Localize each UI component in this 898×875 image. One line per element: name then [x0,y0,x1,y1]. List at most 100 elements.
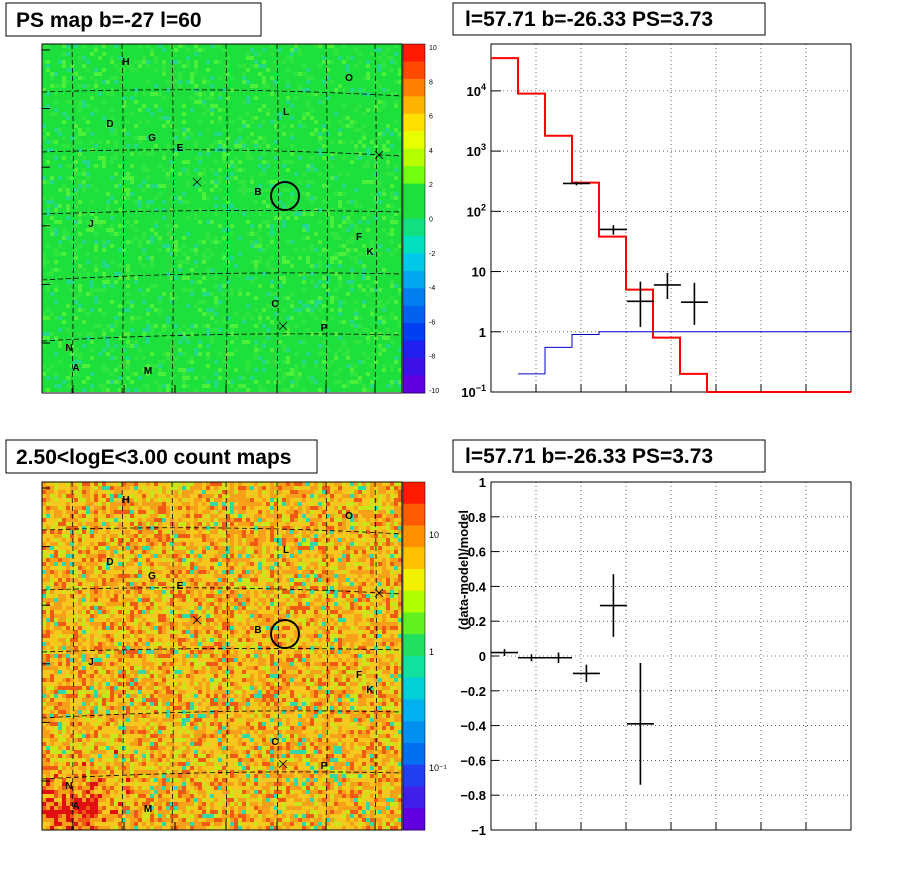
map-pixel [178,176,182,180]
map-pixel [174,352,178,356]
map-pixel [82,160,86,164]
map-pixel [238,76,242,80]
map-pixel [210,200,214,204]
map-pixel [62,136,66,140]
map-pixel [154,300,158,304]
map-pixel [94,232,98,236]
map-pixel [66,340,70,344]
map-pixel [238,292,242,296]
map-pixel [178,376,182,380]
map-pixel [258,192,262,196]
map-pixel [154,108,158,112]
map-pixel [106,232,110,236]
map-pixel [182,56,186,60]
map-pixel [182,356,186,360]
map-pixel [98,100,102,104]
map-pixel [246,172,250,176]
map-pixel [190,336,194,340]
map-pixel [110,268,114,272]
map-pixel [266,240,270,244]
map-pixel [190,264,194,268]
map-pixel [214,220,218,224]
map-pixel [226,384,230,388]
map-pixel [210,80,214,84]
map-pixel [222,216,226,220]
map-pixel [166,164,170,168]
map-pixel [246,112,250,116]
map-pixel [170,340,174,344]
map-pixel [194,172,198,176]
map-pixel [134,312,138,316]
map-pixel [130,160,134,164]
map-pixel [246,352,250,356]
map-pixel [238,52,242,56]
map-pixel [66,232,70,236]
map-pixel [234,100,238,104]
map-pixel [258,212,262,216]
map-pixel [94,68,98,72]
map-pixel [70,376,74,380]
map-pixel [214,80,218,84]
map-pixel [254,104,258,108]
map-pixel [146,176,150,180]
map-pixel [114,388,118,392]
map-pixel [126,344,130,348]
map-pixel [262,348,266,352]
map-pixel [158,268,162,272]
map-pixel [182,176,186,180]
map-pixel [114,196,118,200]
map-pixel [230,92,234,96]
map-pixel [198,100,202,104]
map-pixel [102,320,106,324]
map-pixel [110,112,114,116]
map-pixel [58,124,62,128]
map-pixel [246,356,250,360]
map-pixel [194,292,198,296]
map-pixel [58,220,62,224]
map-pixel [50,92,54,96]
map-pixel [218,300,222,304]
map-pixel [166,328,170,332]
map-pixel [86,356,90,360]
map-pixel [138,168,142,172]
map-pixel [94,300,98,304]
map-pixel [202,324,206,328]
map-pixel [74,336,78,340]
map-pixel [162,376,166,380]
map-pixel [174,332,178,336]
map-pixel [218,328,222,332]
map-pixel [238,200,242,204]
map-pixel [194,284,198,288]
map-pixel [118,308,122,312]
title-box-top-right: l=57.71 b=-26.33 PS=3.73 [452,2,766,36]
map-pixel [66,216,70,220]
map-pixel [198,124,202,128]
map-pixel [190,240,194,244]
map-pixel [230,276,234,280]
map-pixel [218,296,222,300]
map-pixel [58,112,62,116]
map-pixel [174,92,178,96]
map-pixel [54,320,58,324]
map-pixel [54,48,58,52]
map-pixel [254,212,258,216]
map-pixel [70,336,74,340]
map-pixel [138,224,142,228]
map-pixel [66,380,70,384]
map-pixel [190,152,194,156]
map-pixel [170,292,174,296]
map-pixel [190,96,194,100]
map-pixel [170,136,174,140]
map-pixel [158,388,162,392]
map-pixel [266,100,270,104]
map-pixel [42,256,46,260]
map-pixel [154,124,158,128]
map-pixel [138,252,142,256]
map-pixel [42,348,46,352]
map-pixel [50,340,54,344]
map-pixel [254,352,258,356]
map-pixel [150,236,154,240]
map-pixel [234,304,238,308]
map-pixel [130,388,134,392]
